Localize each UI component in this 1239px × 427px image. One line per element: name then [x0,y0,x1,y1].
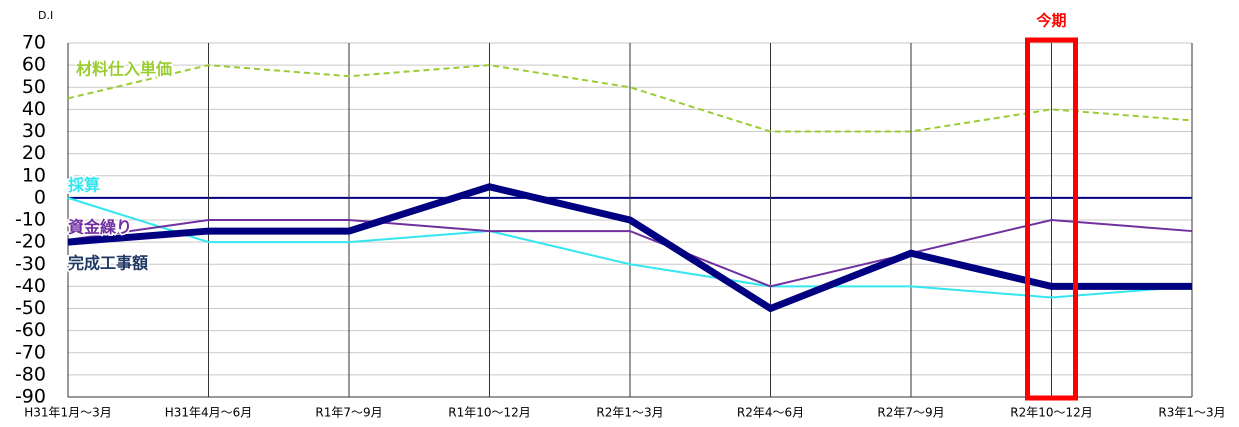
series-label: 資金繰り [68,218,132,237]
y-tick-label: -20 [15,231,46,253]
y-tick-label: -70 [15,341,46,363]
x-tick-label: H31年1月～3月 [24,406,112,420]
y-tick-label: -50 [15,297,46,319]
series-line [67,196,1193,299]
y-tick-label: -30 [15,253,46,275]
y-tick-label: 30 [22,120,46,142]
series-label: 完成工事額 [68,254,148,273]
y-tick-label: -40 [15,275,46,297]
series-label: 材料仕入単価 [76,60,172,79]
y-tick-label: 70 [22,32,46,54]
series-line [67,218,1193,288]
highlight-box [1025,37,1078,401]
x-tick-label: R2年4～6月 [737,406,804,420]
y-tick-label: -80 [15,363,46,385]
y-axis-label: D.I [38,9,53,22]
y-tick-label: 20 [22,142,46,164]
x-tick-label: R1年7～9月 [315,406,382,420]
x-tick-label: H31年4月～6月 [165,406,253,420]
y-tick-label: -10 [15,209,46,231]
y-tick-label: 0 [34,186,46,208]
series-label: 採算 [68,176,100,195]
y-tick-label: 10 [22,164,46,186]
x-tick-label: R1年10～12月 [448,406,531,420]
x-tick-label: R3年1～3月 [1158,406,1225,420]
series-line [67,183,1192,313]
y-tick-label: 50 [22,76,46,98]
y-tick-label: 60 [22,54,46,76]
x-tick-label: R2年7～9月 [877,406,944,420]
x-tick-label: R2年10～12月 [1010,406,1093,420]
highlight-label: 今期 [1035,12,1066,30]
y-tick-label: -90 [15,386,46,408]
y-tick-label: -60 [15,319,46,341]
x-tick-label: R2年1～3月 [596,406,663,420]
series-line [67,64,1193,133]
y-tick-label: 40 [22,98,46,120]
